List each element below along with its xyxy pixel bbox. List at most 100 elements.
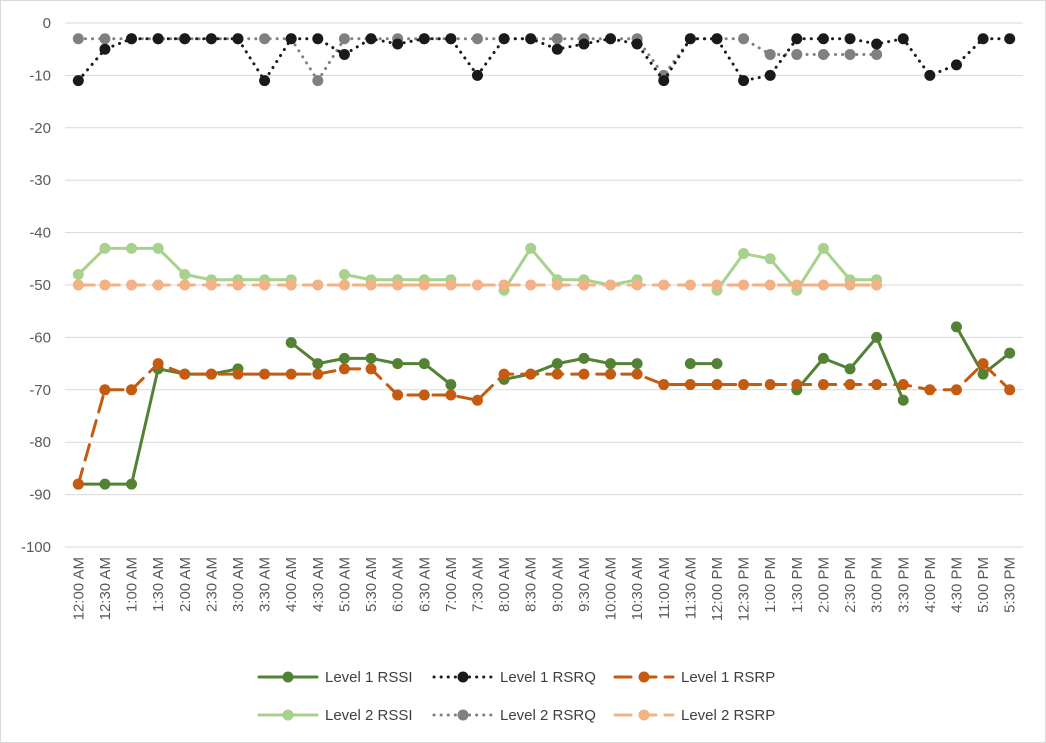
series-group	[72, 33, 1016, 490]
data-point	[392, 279, 404, 291]
data-point	[338, 48, 350, 60]
data-point	[844, 279, 856, 291]
data-point	[365, 33, 377, 45]
data-point	[445, 33, 457, 45]
data-point	[871, 379, 883, 391]
data-point	[525, 279, 537, 291]
y-tick-label: -80	[29, 434, 51, 451]
data-point	[817, 279, 829, 291]
data-point	[498, 368, 510, 380]
data-point	[684, 279, 696, 291]
x-tick-label: 12:00 AM	[70, 557, 87, 620]
data-point	[285, 279, 297, 291]
x-tick-label: 3:00 AM	[230, 557, 247, 612]
x-axis: 12:00 AM 12:30 AM 1:00 AM 1:30 AM 2:00 AM 2:3…	[70, 557, 1018, 621]
data-point	[205, 368, 217, 380]
data-point	[605, 368, 617, 380]
x-tick-label: 5:00 PM	[975, 557, 992, 613]
data-point	[551, 279, 563, 291]
x-tick-label: 7:00 AM	[443, 557, 460, 612]
data-point	[817, 242, 829, 254]
data-point	[338, 269, 350, 281]
data-point	[152, 358, 164, 370]
x-tick-label: 4:00 AM	[283, 557, 300, 612]
data-point	[525, 368, 537, 380]
data-point	[471, 69, 483, 81]
data-point	[791, 279, 803, 291]
data-point	[897, 33, 909, 45]
data-point	[950, 321, 962, 333]
data-point	[205, 279, 217, 291]
data-point	[844, 363, 856, 375]
data-point	[126, 242, 138, 254]
legend-item: Level 1 RSRQ	[432, 669, 596, 686]
data-point	[471, 394, 483, 406]
data-point	[126, 478, 138, 490]
data-point	[764, 253, 776, 265]
legend-label: Level 1 RSSI	[325, 669, 413, 686]
data-point	[738, 33, 750, 45]
legend-item: Level 2 RSRP	[613, 707, 775, 724]
data-point	[365, 363, 377, 375]
data-point	[551, 358, 563, 370]
legend-label: Level 1 RSRP	[681, 669, 775, 686]
data-point	[285, 368, 297, 380]
data-point	[338, 279, 350, 291]
data-point	[126, 279, 138, 291]
data-point	[152, 33, 164, 45]
legend-item: Level 1 RSRP	[613, 669, 775, 686]
data-point	[99, 384, 111, 396]
series-level-2-rsrp	[72, 279, 883, 291]
data-point	[72, 478, 84, 490]
data-point	[179, 368, 191, 380]
data-point	[764, 379, 776, 391]
y-tick-label: -90	[29, 487, 51, 504]
data-point	[578, 279, 590, 291]
data-point	[418, 389, 430, 401]
x-tick-label: 8:00 AM	[496, 557, 513, 612]
data-point	[392, 389, 404, 401]
x-tick-label: 6:00 AM	[390, 557, 407, 612]
x-tick-label: 6:30 AM	[416, 557, 433, 612]
y-tick-label: -100	[21, 539, 51, 556]
x-tick-label: 7:30 AM	[469, 557, 486, 612]
data-point	[897, 379, 909, 391]
data-point	[471, 279, 483, 291]
legend-marker	[638, 671, 650, 683]
data-point	[658, 379, 670, 391]
data-point	[817, 33, 829, 45]
series-level-1-rsrq	[72, 33, 1016, 87]
y-tick-label: -60	[29, 329, 51, 346]
data-point	[764, 279, 776, 291]
legend-label: Level 1 RSRQ	[500, 669, 596, 686]
y-tick-label: -10	[29, 67, 51, 84]
series-level-1-rsrp	[72, 358, 1016, 490]
series-line	[76, 362, 1012, 486]
x-tick-label: 1:30 AM	[150, 557, 167, 612]
data-point	[312, 33, 324, 45]
x-tick-label: 11:30 AM	[682, 557, 699, 619]
data-point	[631, 368, 643, 380]
data-point	[844, 33, 856, 45]
data-point	[152, 279, 164, 291]
data-point	[817, 379, 829, 391]
legend-label: Level 2 RSSI	[325, 707, 413, 724]
data-point	[418, 358, 430, 370]
x-tick-label: 10:00 AM	[603, 557, 620, 620]
data-point	[72, 33, 84, 45]
x-tick-label: 5:30 PM	[1002, 557, 1019, 613]
data-point	[498, 279, 510, 291]
x-tick-label: 1:30 PM	[789, 557, 806, 613]
legend-marker	[638, 709, 650, 721]
data-point	[179, 279, 191, 291]
data-point	[445, 279, 457, 291]
y-tick-label: -30	[29, 172, 51, 189]
data-point	[871, 38, 883, 50]
data-point	[259, 33, 271, 45]
x-tick-label: 9:30 AM	[576, 557, 593, 612]
data-point	[658, 75, 670, 87]
data-point	[924, 384, 936, 396]
x-tick-label: 2:00 AM	[177, 557, 194, 612]
data-point	[631, 38, 643, 50]
data-point	[338, 363, 350, 375]
